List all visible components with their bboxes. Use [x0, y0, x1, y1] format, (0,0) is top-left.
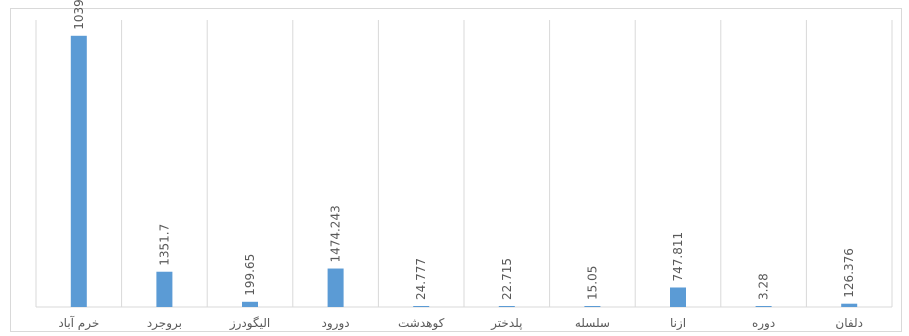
data-label: 1351.7 — [157, 224, 171, 266]
data-labels: 10394.955 1351.7 199.65 1474.243 24.777 22.71… — [72, 0, 856, 300]
data-label: 22.715 — [500, 258, 514, 300]
category-label: دوره — [752, 316, 775, 331]
category-label: دلفان — [835, 316, 863, 330]
grid-lines — [35, 20, 893, 308]
bar — [841, 303, 858, 307]
bar — [70, 35, 87, 308]
bars — [70, 35, 858, 308]
bar — [755, 306, 772, 307]
category-label: بروجرد — [147, 316, 182, 331]
data-label: 10394.955 — [72, 0, 86, 30]
category-label: خرم آباد — [58, 315, 99, 331]
bar — [327, 268, 344, 307]
category-label: دورود — [322, 316, 350, 331]
data-label: 126.376 — [842, 248, 856, 298]
bar — [242, 301, 258, 307]
data-label: 1474.243 — [329, 205, 343, 262]
bar — [584, 306, 601, 307]
bar — [156, 271, 173, 307]
category-label: کوهدشت — [398, 316, 445, 331]
data-label: 747.811 — [671, 232, 685, 282]
data-label: 15.05 — [585, 266, 599, 300]
bar — [498, 306, 515, 307]
category-label: سلسله — [575, 316, 610, 330]
category-label: ازنا — [670, 316, 686, 331]
bar — [670, 287, 686, 307]
category-label: الیگودرز — [229, 316, 270, 331]
data-label: 24.777 — [414, 258, 428, 300]
category-label: پلدختر — [490, 316, 522, 331]
data-label: 199.65 — [243, 254, 257, 296]
data-label: 3.28 — [757, 273, 771, 300]
category-labels: خرم آباد بروجرد الیگودرز دورود کوهدشت پلدختر س… — [58, 315, 863, 331]
bar — [413, 306, 430, 307]
